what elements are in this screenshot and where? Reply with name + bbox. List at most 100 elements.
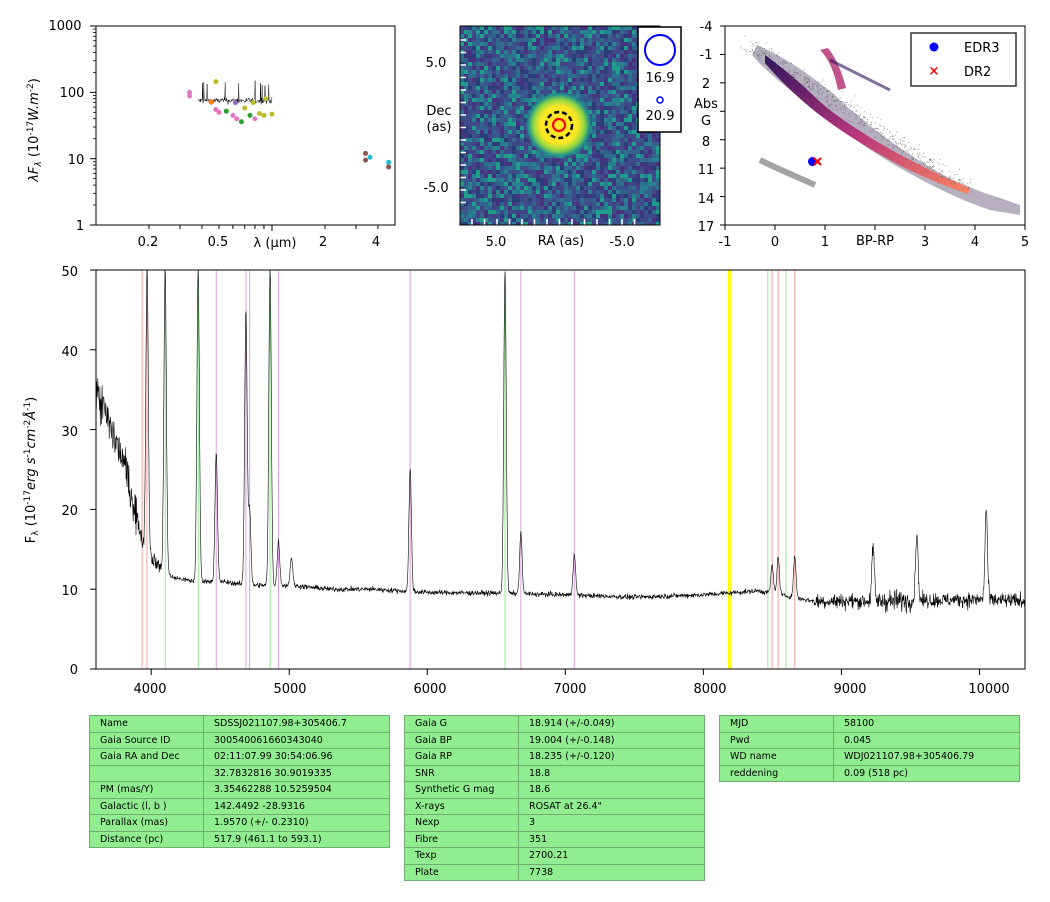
cutout-pixel — [616, 58, 620, 62]
cutout-pixel — [628, 54, 632, 58]
cutout-pixel — [616, 194, 620, 198]
hr-speckle-dot — [912, 158, 914, 160]
hr-speckle-dot — [928, 159, 930, 161]
cutout-pixel — [568, 166, 572, 170]
cutout-pixel — [476, 122, 480, 126]
cutout-pixel — [492, 186, 496, 190]
cutout-pixel — [572, 202, 576, 206]
cutout-pixel — [512, 218, 516, 222]
cutout-pixel — [636, 194, 640, 198]
hr-speckle-dot — [902, 136, 904, 138]
cutout-pixel — [636, 214, 640, 218]
cutout-pixel — [496, 146, 500, 150]
hr-speckle-dot — [933, 169, 935, 171]
table-row: Gaia RP 18.235 (+/-0.120) — [404, 748, 705, 766]
cutout-pixel — [536, 82, 540, 86]
cutout-pixel — [520, 66, 524, 70]
cutout-pixel — [476, 66, 480, 70]
cutout-pixel — [500, 222, 504, 225]
cutout-pixel — [596, 70, 600, 74]
cutout-pixel — [532, 150, 536, 154]
cutout-pixel — [588, 26, 592, 30]
cutout-pixel — [544, 206, 548, 210]
cutout-pixel — [608, 82, 612, 86]
hr-speckle-dot — [929, 158, 931, 160]
hr-speckle-dot — [757, 55, 759, 57]
cutout-pixel — [512, 146, 516, 150]
cutout-pixel — [568, 58, 572, 62]
hr-speckle-dot — [894, 140, 896, 142]
hr-speckle-dot — [817, 85, 819, 87]
cutout-pixel — [628, 50, 632, 54]
cutout-pixel — [544, 218, 548, 222]
cutout-pixel — [588, 186, 592, 190]
hr-speckle-dot — [866, 118, 868, 120]
cutout-pixel — [528, 78, 532, 82]
sed-ytick-label: 1 — [76, 219, 84, 234]
cutout-pixel — [468, 82, 472, 86]
cutout-pixel — [528, 142, 532, 146]
cutout-pixel — [472, 186, 476, 190]
cutout-pixel — [580, 202, 584, 206]
cutout-pixel — [484, 98, 488, 102]
cutout-pixel — [464, 134, 468, 138]
sed-data-point — [208, 99, 214, 105]
hr-speckle-dot — [762, 53, 764, 55]
cutout-pixel — [580, 26, 584, 30]
info-table-object: Name SDSSJ021107.98+305406.7 Gaia Source … — [89, 715, 390, 848]
sed-data-point — [386, 159, 392, 165]
hr-speckle-dot — [940, 170, 942, 172]
cutout-pixel — [548, 58, 552, 62]
hr-speckle-dot — [751, 50, 753, 52]
hr-speckle-dot — [827, 96, 829, 98]
cutout-pixel — [568, 78, 572, 82]
cutout-pixel — [488, 138, 492, 142]
cutout-pixel — [652, 166, 656, 170]
cutout-pixel — [600, 118, 604, 122]
cutout-pixel — [656, 162, 660, 166]
cutout-pixel — [600, 62, 604, 66]
hr-speckle-dot — [949, 175, 951, 177]
cutout-pixel — [540, 214, 544, 218]
cutout-pixel — [640, 154, 644, 158]
cutout-pixel — [480, 50, 484, 54]
hr-speckle-dot — [760, 50, 762, 52]
cutout-pixel — [516, 178, 520, 182]
cutout-pixel — [612, 70, 616, 74]
cutout-pixel — [512, 106, 516, 110]
cutout-pixel — [472, 114, 476, 118]
cutout-pixel — [560, 222, 564, 225]
cutout-pixel — [592, 58, 596, 62]
hr-speckle-dot — [767, 62, 769, 64]
cutout-pixel — [644, 154, 648, 158]
hr-speckle-dot — [908, 151, 910, 153]
cutout-pixel — [528, 198, 532, 202]
hr-speckle-dot — [869, 113, 871, 115]
cutout-pixel — [588, 190, 592, 194]
cutout-pixel — [512, 158, 516, 162]
cutout-pixel — [504, 98, 508, 102]
hr-speckle-dot — [967, 188, 969, 190]
hr-speckle-dot — [864, 117, 866, 119]
cutout-pixel — [540, 186, 544, 190]
cutout-pixel — [540, 50, 544, 54]
hr-speckle-dot — [893, 138, 895, 140]
cutout-pixel — [616, 94, 620, 98]
hr-speckle-dot — [754, 52, 756, 54]
cutout-pixel — [600, 42, 604, 46]
cutout-pixel — [600, 206, 604, 210]
cutout-pixel — [548, 210, 552, 214]
cutout-pixel — [608, 90, 612, 94]
cutout-pixel — [596, 214, 600, 218]
cutout-pixel — [512, 66, 516, 70]
hr-speckle-dot — [889, 130, 891, 132]
cutout-pixel — [620, 58, 624, 62]
cutout-pixel — [504, 138, 508, 142]
cutout-pixel — [508, 130, 512, 134]
cutout-pixel — [572, 26, 576, 30]
table-value: 02:11:07.99 30:54:06.96 — [203, 748, 390, 766]
hr-speckle-dot — [760, 54, 762, 56]
cutout-pixel — [628, 154, 632, 158]
hr-speckle-dot — [872, 129, 874, 131]
cutout-pixel — [508, 46, 512, 50]
